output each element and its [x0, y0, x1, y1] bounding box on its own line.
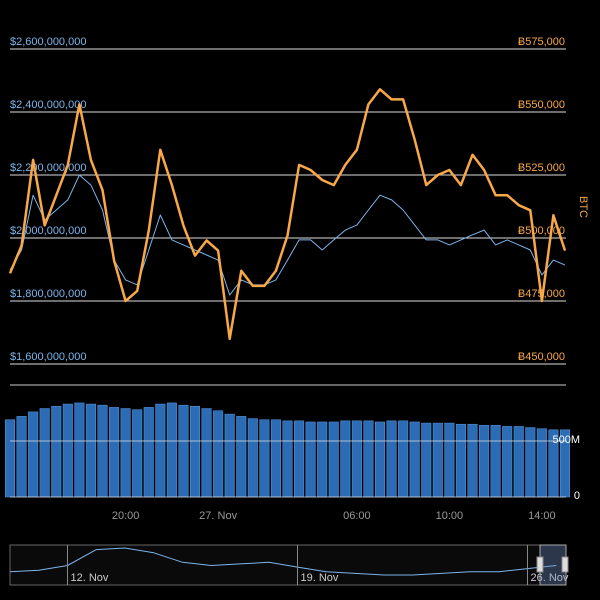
navigator-handle — [561, 556, 569, 573]
y-tick-label: $1,800,000,000 — [10, 288, 86, 300]
volume-bar — [259, 419, 270, 498]
x-tick-label: 06:00 — [343, 510, 371, 522]
volume-tick-label: 500M — [552, 434, 580, 446]
volume-bar — [398, 420, 409, 498]
volume-bar — [132, 409, 143, 498]
navigator-handle — [536, 556, 544, 573]
volume-bar — [155, 403, 166, 498]
y-tick-label: $2,400,000,000 — [10, 99, 86, 111]
volume-bar — [74, 402, 85, 498]
volume-bar — [340, 420, 351, 498]
volume-bar — [444, 422, 455, 498]
volume-bar — [28, 411, 39, 498]
volume-bar — [351, 420, 362, 498]
volume-bar — [97, 404, 108, 498]
navigator-label: 19. Nov — [301, 572, 339, 584]
volume-bar — [39, 408, 50, 498]
y2-axis-title: BTC — [577, 196, 589, 218]
volume-bar — [213, 410, 224, 498]
volume-bar — [236, 416, 247, 498]
volume-bar — [85, 403, 96, 498]
volume-bar — [490, 425, 501, 498]
y2-tick-label: Ƀ450,000 — [518, 351, 565, 363]
volume-bar — [479, 425, 490, 498]
navigator-label: 12. Nov — [71, 572, 109, 584]
volume-bar — [386, 420, 397, 498]
volume-bar — [120, 408, 131, 498]
volume-bar — [374, 421, 386, 498]
volume-bar — [455, 423, 466, 498]
volume-bar — [502, 426, 513, 498]
volume-bar — [294, 420, 305, 498]
volume-bar — [409, 421, 420, 498]
volume-bar — [317, 421, 328, 498]
x-tick-label: 20:00 — [112, 510, 140, 522]
y-tick-label: $1,600,000,000 — [10, 351, 86, 363]
volume-bar — [51, 406, 62, 498]
y2-tick-label: Ƀ500,000 — [518, 225, 565, 237]
series-line — [8, 88, 567, 341]
volume-bar — [178, 404, 189, 498]
x-tick-label: 10:00 — [436, 510, 464, 522]
volume-bar — [16, 416, 27, 498]
volume-bar — [363, 420, 374, 498]
series-line — [9, 174, 566, 296]
volume-tick-label: 0 — [574, 490, 580, 502]
y-tick-label: $2,600,000,000 — [10, 36, 86, 48]
y2-tick-label: Ƀ525,000 — [518, 162, 565, 174]
volume-bar — [525, 427, 536, 498]
volume-bar — [467, 423, 478, 498]
volume-bar — [305, 421, 316, 498]
volume-bar — [282, 420, 293, 498]
volume-bar — [328, 421, 339, 498]
volume-bar — [109, 407, 120, 498]
navigator-line — [9, 547, 557, 576]
volume-bar — [166, 402, 177, 498]
volume-bar — [536, 428, 547, 498]
volume-bar — [62, 403, 73, 498]
volume-bar — [421, 422, 432, 498]
volume-bar — [4, 419, 16, 498]
y2-tick-label: Ƀ575,000 — [518, 36, 565, 48]
volume-bar — [224, 413, 235, 498]
volume-bar — [143, 407, 154, 498]
volume-bar — [270, 419, 281, 498]
volume-bar — [513, 426, 524, 498]
volume-bar — [201, 408, 212, 498]
x-tick-label: 27. Nov — [199, 510, 237, 522]
volume-bar — [189, 406, 201, 498]
y-tick-label: $2,000,000,000 — [10, 225, 86, 237]
y2-tick-label: Ƀ550,000 — [518, 99, 565, 111]
y-tick-label: $2,200,000,000 — [10, 162, 86, 174]
volume-bar — [247, 418, 258, 498]
x-tick-label: 14:00 — [528, 510, 556, 522]
volume-bar — [432, 422, 443, 498]
